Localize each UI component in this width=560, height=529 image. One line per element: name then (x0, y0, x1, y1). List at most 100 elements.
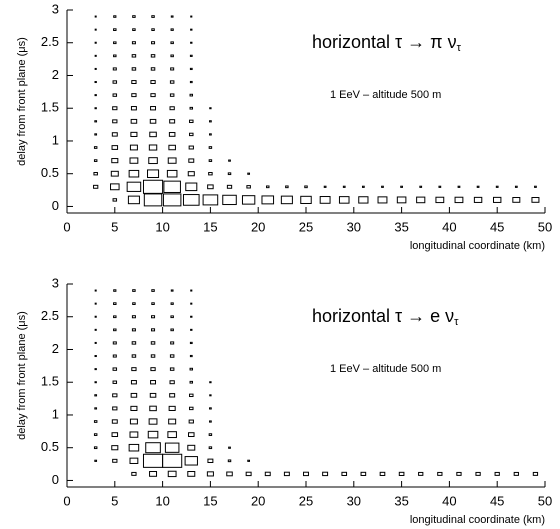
box (228, 159, 231, 162)
box (94, 41, 97, 44)
box (129, 457, 139, 464)
annotation-title: horizontal τ → π ντ (312, 32, 462, 54)
box (113, 41, 117, 45)
box (113, 328, 117, 332)
box (185, 182, 198, 192)
box (112, 367, 118, 371)
box (534, 185, 537, 188)
box (93, 146, 98, 149)
box (266, 185, 270, 189)
box (170, 341, 175, 345)
box (190, 315, 193, 318)
box (190, 302, 193, 305)
box (111, 158, 119, 164)
box (94, 67, 97, 70)
box (94, 381, 97, 384)
box (150, 93, 156, 98)
box (131, 354, 137, 358)
y-tick-label: 1.5 (41, 374, 59, 389)
panel: 0 5 10 15 20 25 30 35 40 45 50 0 0.5 1 1.5 2 2.5 3 longitu… (16, 275, 552, 525)
box (147, 169, 160, 178)
y-tick-label: 2 (52, 67, 59, 82)
box (323, 185, 327, 188)
box (94, 94, 97, 97)
box (162, 193, 182, 207)
x-tick-label: 5 (111, 219, 118, 234)
box (170, 41, 174, 45)
box (110, 183, 120, 191)
box (112, 393, 118, 398)
box (494, 471, 500, 476)
box (209, 120, 212, 123)
box (94, 394, 98, 397)
box (149, 392, 157, 398)
box (167, 470, 177, 478)
box (131, 93, 137, 98)
box (130, 380, 137, 385)
box (150, 54, 156, 58)
box (168, 418, 177, 425)
box (113, 289, 117, 292)
box (261, 195, 275, 205)
y-axis-label: delay from front plane (μs) (16, 311, 28, 440)
box (190, 289, 193, 292)
annotation-subtitle: 1 EeV – altitude 500 m (330, 89, 441, 101)
box (280, 195, 293, 205)
x-tick-label: 35 (394, 219, 408, 234)
box (94, 28, 97, 31)
box (128, 169, 140, 178)
box (131, 328, 136, 332)
box (189, 132, 194, 137)
box (169, 367, 175, 371)
box (190, 28, 193, 31)
box (189, 106, 194, 110)
box (167, 431, 177, 439)
box (131, 54, 137, 58)
box (93, 433, 98, 436)
box (94, 15, 97, 18)
box (189, 341, 193, 345)
box (228, 446, 231, 449)
box (168, 405, 176, 411)
box (167, 157, 177, 164)
box (148, 418, 158, 425)
box (150, 380, 157, 385)
box (93, 159, 98, 162)
box (285, 185, 289, 189)
box (94, 407, 98, 410)
box (143, 193, 163, 207)
box (129, 431, 139, 438)
box (94, 459, 98, 462)
box (93, 420, 98, 423)
y-tick-label: 0.5 (41, 439, 59, 454)
box (381, 185, 384, 188)
box (94, 133, 98, 136)
box (112, 198, 118, 202)
box (189, 93, 194, 97)
box (418, 471, 424, 476)
x-tick-label: 0 (63, 493, 70, 508)
box (150, 80, 156, 84)
x-tick-label: 30 (347, 493, 361, 508)
box (241, 195, 256, 205)
box (94, 289, 97, 292)
annotation-title-subscript: τ (457, 42, 462, 54)
box (512, 197, 521, 203)
box (113, 315, 117, 319)
y-tick-label: 2.5 (41, 34, 59, 49)
box (151, 328, 156, 332)
box (93, 172, 98, 176)
box (151, 302, 155, 305)
box (131, 367, 137, 372)
box (112, 67, 117, 71)
box (129, 144, 138, 151)
box (456, 471, 462, 476)
box (300, 195, 312, 204)
box (227, 459, 232, 463)
box (190, 15, 193, 18)
box (169, 93, 175, 97)
box (419, 185, 423, 188)
box (111, 432, 119, 438)
box (163, 180, 181, 193)
box (303, 471, 309, 477)
